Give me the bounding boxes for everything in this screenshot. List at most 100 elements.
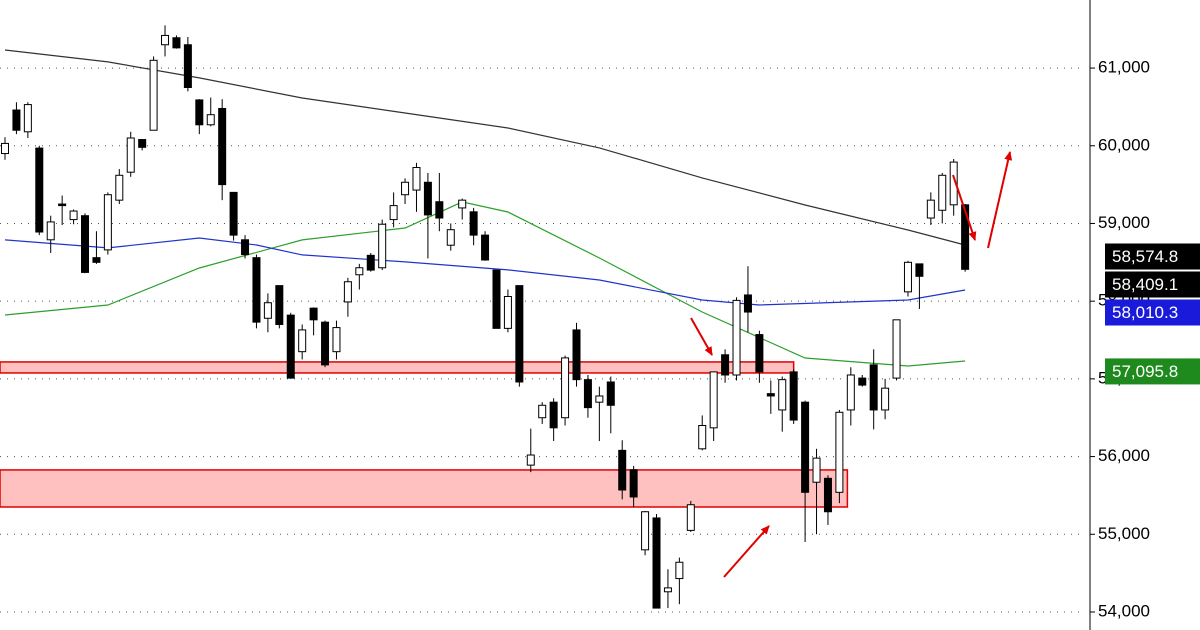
arrow bbox=[723, 525, 770, 578]
candle-body bbox=[561, 357, 570, 419]
candle-body bbox=[766, 393, 775, 397]
price-label: 57,095.8 bbox=[1112, 362, 1178, 381]
y-tick-label: 56,000 bbox=[1098, 446, 1150, 465]
candle-body bbox=[618, 449, 627, 491]
price-label-box bbox=[1105, 271, 1200, 298]
candle-body bbox=[686, 504, 695, 531]
candle-body bbox=[595, 395, 604, 403]
candle-body bbox=[538, 404, 547, 419]
candle-body bbox=[743, 294, 752, 313]
candle-body bbox=[149, 59, 158, 131]
candle-body bbox=[58, 203, 67, 207]
candle-body bbox=[309, 307, 318, 321]
candle-body bbox=[812, 457, 821, 483]
candle-body bbox=[92, 257, 101, 263]
candle-body bbox=[458, 199, 467, 209]
candle-body bbox=[549, 401, 558, 429]
moving-average bbox=[4, 237, 966, 306]
candle-body bbox=[926, 199, 935, 219]
candle-body bbox=[641, 511, 650, 551]
candle-body bbox=[286, 314, 295, 379]
price-label: 58,010.3 bbox=[1112, 303, 1178, 322]
candle-body bbox=[858, 377, 867, 386]
candle-body bbox=[572, 329, 581, 381]
support-zone bbox=[0, 361, 795, 374]
candle-body bbox=[732, 299, 741, 376]
candle-body bbox=[675, 561, 684, 580]
y-tick-label: 60,000 bbox=[1098, 135, 1150, 154]
candle-body bbox=[332, 327, 341, 353]
candle-body bbox=[629, 469, 638, 498]
candle-body bbox=[606, 381, 615, 406]
candle-body bbox=[583, 379, 592, 409]
candle-body bbox=[81, 215, 90, 273]
candle-body bbox=[755, 334, 764, 373]
candle-body bbox=[275, 285, 284, 325]
candle-body bbox=[881, 387, 890, 411]
price-label: 58,409.1 bbox=[1112, 275, 1178, 294]
arrow bbox=[987, 151, 1013, 249]
candle-body bbox=[823, 477, 832, 513]
y-tick-label: 59,000 bbox=[1098, 213, 1150, 232]
candle-body bbox=[298, 329, 307, 353]
candle-body bbox=[423, 181, 432, 216]
candle-body bbox=[481, 234, 490, 261]
candle-body bbox=[492, 269, 501, 329]
candle-body bbox=[206, 114, 215, 126]
price-labels: 58,574.8 58,409.1 58,010.3 57,095.8 bbox=[1105, 243, 1200, 385]
candle-body bbox=[126, 137, 135, 173]
candle-body bbox=[229, 191, 238, 236]
arrow bbox=[690, 317, 713, 356]
grid bbox=[0, 67, 1085, 613]
candle-body bbox=[915, 263, 924, 277]
price-label-box bbox=[1105, 358, 1200, 385]
candle-body bbox=[401, 181, 410, 196]
y-tick-label: 61,000 bbox=[1098, 58, 1150, 77]
candle-body bbox=[961, 204, 970, 270]
candle-body bbox=[949, 161, 958, 206]
moving-average bbox=[4, 49, 966, 246]
arrow bbox=[952, 174, 977, 241]
candle-body bbox=[435, 201, 444, 219]
candle-body bbox=[355, 267, 364, 276]
candle-body bbox=[115, 174, 124, 201]
candle-body bbox=[12, 109, 21, 131]
candle-body bbox=[103, 194, 112, 251]
candle-body bbox=[35, 147, 44, 233]
candle-body bbox=[835, 411, 844, 493]
candle-body bbox=[412, 167, 421, 191]
y-axis-labels: 54,00055,00056,00057,00058,00059,00060,0… bbox=[1090, 58, 1150, 620]
support-zone bbox=[0, 469, 849, 508]
y-tick-label: 55,000 bbox=[1098, 524, 1150, 543]
y-tick-label: 54,000 bbox=[1098, 601, 1150, 620]
candle-body bbox=[698, 424, 707, 450]
moving-average bbox=[4, 201, 966, 367]
candle-body bbox=[721, 354, 730, 376]
candle-body bbox=[389, 205, 398, 221]
candle-body bbox=[869, 364, 878, 411]
candle-body bbox=[503, 296, 512, 329]
candle-body bbox=[378, 223, 387, 269]
candle-body bbox=[526, 454, 535, 466]
zones bbox=[0, 361, 849, 508]
candle-body bbox=[183, 44, 192, 88]
candle-body bbox=[241, 239, 250, 256]
price-label: 58,574.8 bbox=[1112, 247, 1178, 266]
candle-body bbox=[652, 517, 661, 609]
candle-body bbox=[938, 174, 947, 211]
candle-body bbox=[343, 281, 352, 303]
candle-body bbox=[218, 107, 227, 186]
candle-body bbox=[789, 371, 798, 421]
candle-body bbox=[366, 254, 375, 271]
candle-body bbox=[263, 302, 272, 319]
moving-averages bbox=[4, 49, 966, 367]
candle-body bbox=[172, 37, 181, 49]
candle-body bbox=[892, 319, 901, 379]
candle-body bbox=[252, 257, 261, 323]
price-label-box bbox=[1105, 243, 1200, 270]
candle-body bbox=[709, 371, 718, 429]
candle-body bbox=[46, 221, 55, 241]
annotation-arrows bbox=[690, 151, 1013, 578]
